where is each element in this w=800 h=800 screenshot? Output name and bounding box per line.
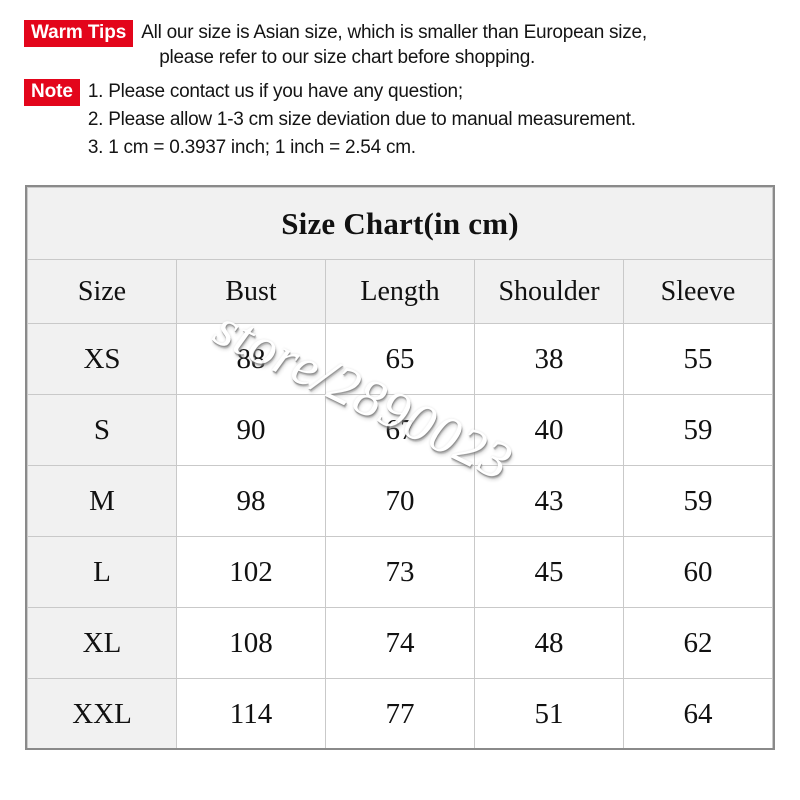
cell-sleeve: 59 <box>624 395 773 466</box>
cell-shoulder: 51 <box>475 679 624 750</box>
cell-size: XS <box>28 324 177 395</box>
table-row: XXL 114 77 51 64 <box>28 679 773 750</box>
note-line-2: 2. Please allow 1-3 cm size deviation du… <box>88 107 636 132</box>
warm-tips-line-2: please refer to our size chart before sh… <box>141 45 647 70</box>
note-text: 1. Please contact us if you have any que… <box>88 79 636 160</box>
cell-bust: 108 <box>177 608 326 679</box>
table-header-row: Size Bust Length Shoulder Sleeve <box>28 260 773 324</box>
cell-bust: 90 <box>177 395 326 466</box>
cell-length: 67 <box>326 395 475 466</box>
table-row: S 90 67 40 59 <box>28 395 773 466</box>
cell-length: 74 <box>326 608 475 679</box>
note-line-1: 1. Please contact us if you have any que… <box>88 79 636 104</box>
cell-length: 70 <box>326 466 475 537</box>
cell-size: S <box>28 395 177 466</box>
table-row: XS 88 65 38 55 <box>28 324 773 395</box>
cell-shoulder: 45 <box>475 537 624 608</box>
cell-length: 65 <box>326 324 475 395</box>
cell-size: XXL <box>28 679 177 750</box>
cell-shoulder: 48 <box>475 608 624 679</box>
cell-shoulder: 43 <box>475 466 624 537</box>
cell-bust: 88 <box>177 324 326 395</box>
size-chart-title: Size Chart(in cm) <box>28 188 773 260</box>
cell-shoulder: 40 <box>475 395 624 466</box>
notices-block: Warm Tips All our size is Asian size, wh… <box>24 20 780 160</box>
note-line-3: 3. 1 cm = 0.3937 inch; 1 inch = 2.54 cm. <box>88 135 636 160</box>
note-row: Note 1. Please contact us if you have an… <box>24 79 780 160</box>
cell-length: 77 <box>326 679 475 750</box>
note-badge: Note <box>24 79 80 106</box>
column-header-sleeve: Sleeve <box>624 260 773 324</box>
cell-sleeve: 64 <box>624 679 773 750</box>
cell-sleeve: 62 <box>624 608 773 679</box>
table-row: L 102 73 45 60 <box>28 537 773 608</box>
cell-bust: 102 <box>177 537 326 608</box>
warm-tips-text: All our size is Asian size, which is sma… <box>141 20 647 70</box>
column-header-size: Size <box>28 260 177 324</box>
size-chart-table-container: Size Chart(in cm) Size Bust Length Shoul… <box>25 185 775 750</box>
cell-size: M <box>28 466 177 537</box>
cell-shoulder: 38 <box>475 324 624 395</box>
column-header-length: Length <box>326 260 475 324</box>
size-chart-table: Size Chart(in cm) Size Bust Length Shoul… <box>27 187 773 750</box>
column-header-bust: Bust <box>177 260 326 324</box>
warm-tips-badge: Warm Tips <box>24 20 133 47</box>
cell-size: XL <box>28 608 177 679</box>
cell-bust: 98 <box>177 466 326 537</box>
cell-length: 73 <box>326 537 475 608</box>
table-title-row: Size Chart(in cm) <box>28 188 773 260</box>
column-header-shoulder: Shoulder <box>475 260 624 324</box>
cell-size: L <box>28 537 177 608</box>
cell-bust: 114 <box>177 679 326 750</box>
cell-sleeve: 60 <box>624 537 773 608</box>
warm-tips-row: Warm Tips All our size is Asian size, wh… <box>24 20 780 70</box>
table-row: M 98 70 43 59 <box>28 466 773 537</box>
cell-sleeve: 59 <box>624 466 773 537</box>
table-row: XL 108 74 48 62 <box>28 608 773 679</box>
cell-sleeve: 55 <box>624 324 773 395</box>
warm-tips-line-1: All our size is Asian size, which is sma… <box>141 20 647 45</box>
